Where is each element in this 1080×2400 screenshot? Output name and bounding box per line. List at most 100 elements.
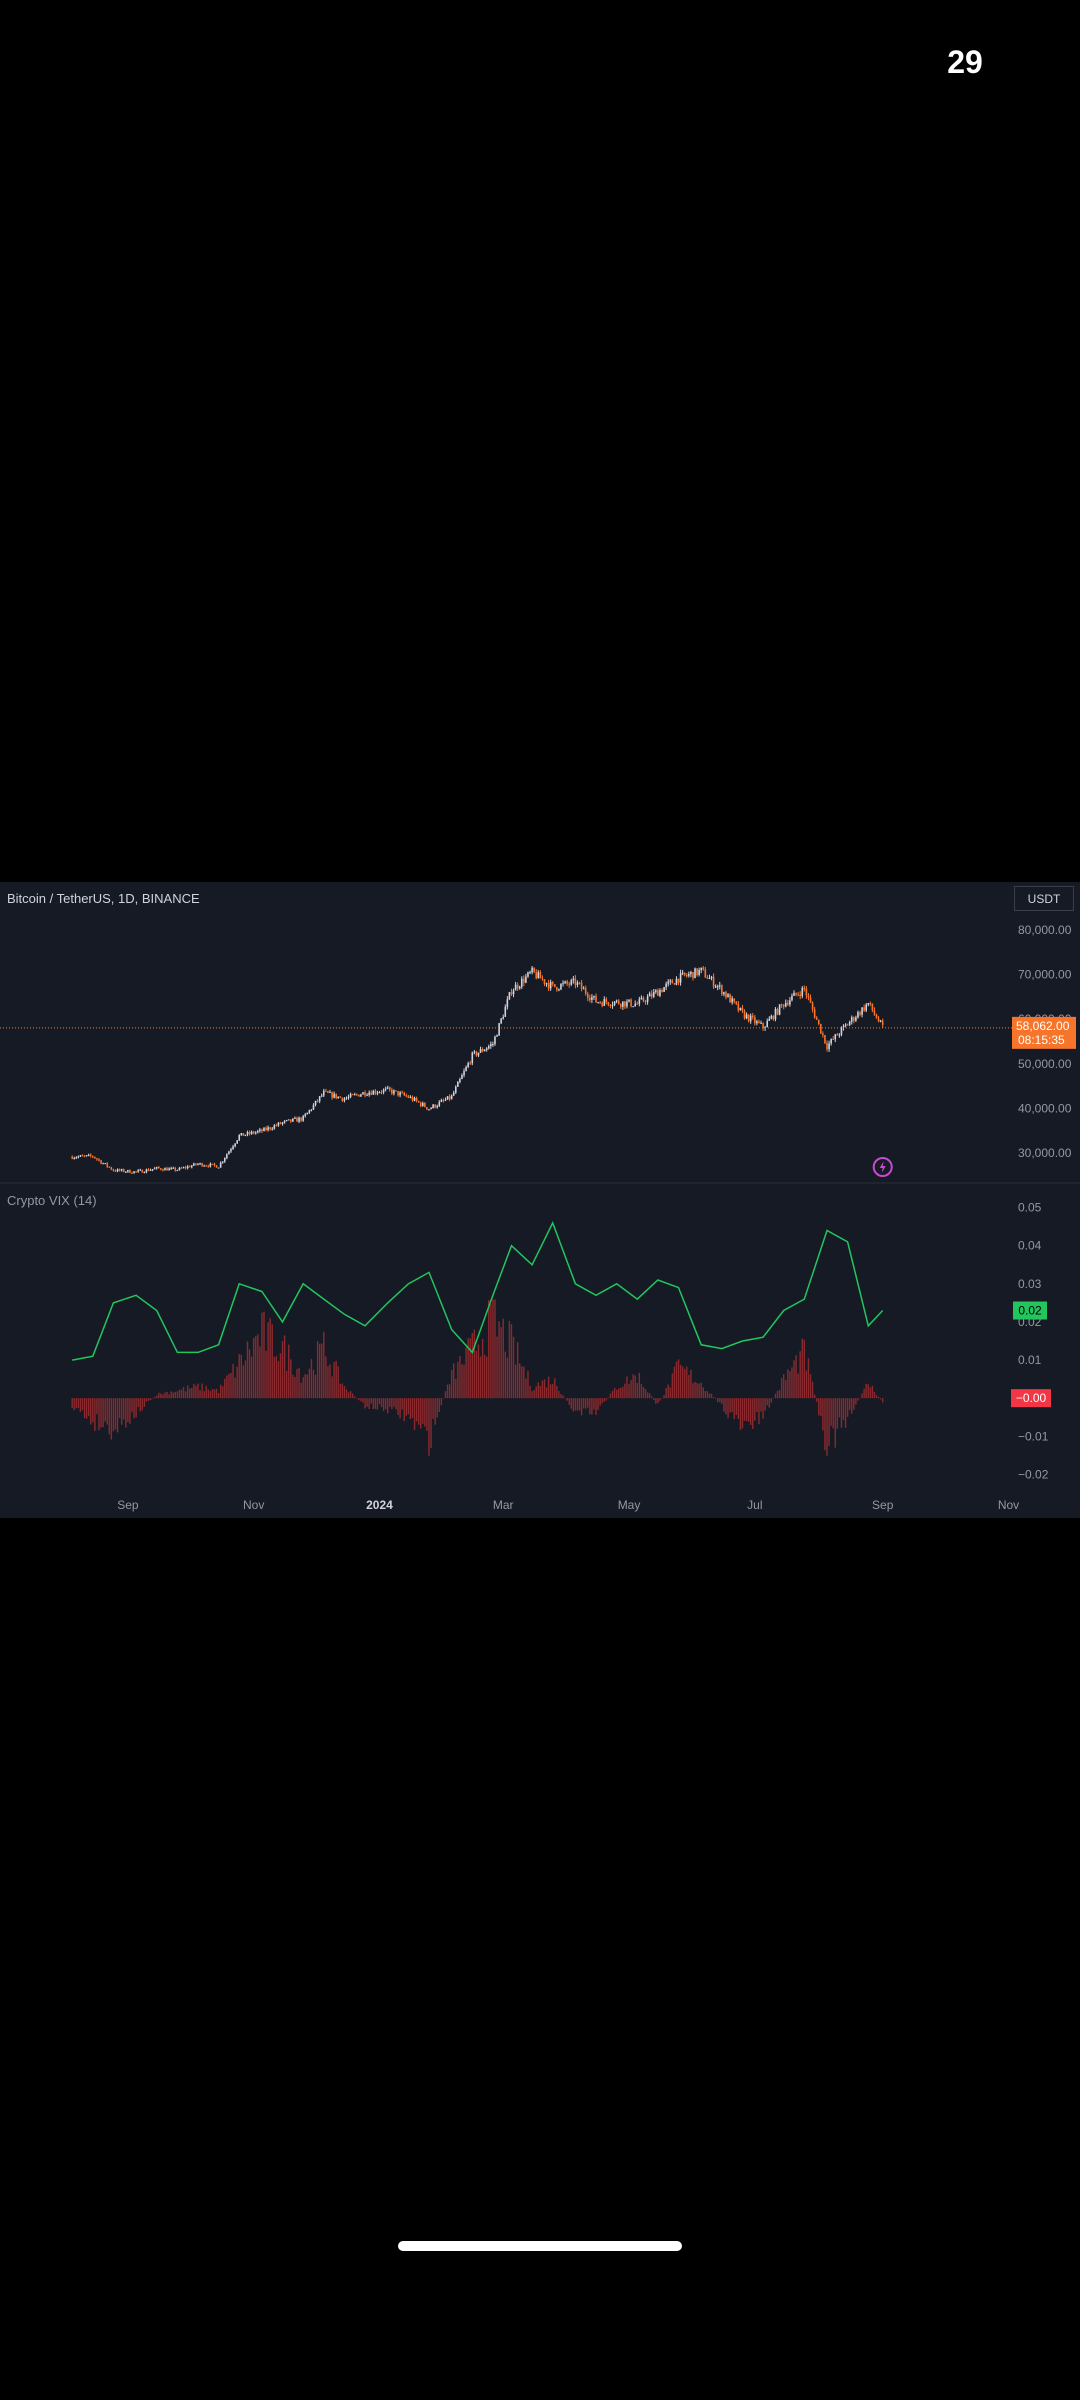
- histogram-bar: [341, 1383, 344, 1399]
- candle-body: [799, 994, 802, 997]
- currency-button[interactable]: USDT: [1014, 886, 1074, 911]
- candle-body: [593, 995, 595, 998]
- candle-body: [702, 967, 705, 970]
- candle-body: [512, 990, 515, 995]
- histogram-bar: [184, 1391, 187, 1399]
- candle-body: [669, 980, 672, 982]
- histogram-bar: [799, 1351, 801, 1399]
- histogram-bar: [158, 1392, 160, 1399]
- histogram-bar: [873, 1391, 876, 1399]
- histogram-bar: [108, 1398, 111, 1435]
- candle-body: [523, 978, 525, 983]
- candle-body: [147, 1169, 150, 1171]
- histogram-bar: [692, 1383, 694, 1399]
- histogram-bar: [556, 1385, 558, 1399]
- candle-body: [537, 972, 540, 979]
- candle-body: [729, 994, 731, 1003]
- histogram-bar: [785, 1380, 787, 1399]
- candle-body: [349, 1094, 352, 1097]
- histogram-bar: [438, 1398, 440, 1412]
- histogram-bar: [758, 1398, 760, 1425]
- candle-body: [762, 1022, 764, 1029]
- histogram-bar: [271, 1324, 273, 1399]
- candle-body: [642, 997, 645, 1002]
- candle-body: [617, 1000, 620, 1005]
- histogram-bar: [795, 1355, 797, 1399]
- histogram-bar: [372, 1398, 374, 1409]
- home-indicator[interactable]: [398, 2241, 682, 2251]
- histogram-bar: [444, 1391, 447, 1399]
- histogram-bar: [706, 1391, 709, 1399]
- histogram-bar: [483, 1354, 486, 1399]
- histogram-bar: [389, 1398, 391, 1407]
- candle-body: [205, 1165, 208, 1167]
- histogram-bar: [265, 1350, 267, 1399]
- candle-body: [240, 1133, 243, 1136]
- histogram-bar: [467, 1338, 469, 1399]
- candle-body: [873, 1010, 876, 1015]
- histogram-bar: [756, 1398, 758, 1412]
- candle-body: [384, 1088, 387, 1090]
- candle-body: [595, 995, 597, 1003]
- histogram-bar: [642, 1386, 645, 1399]
- histogram-bar: [875, 1395, 878, 1399]
- candle-body: [817, 1019, 820, 1024]
- histogram-bar: [339, 1383, 341, 1399]
- histogram-bar: [321, 1343, 323, 1399]
- candle-body: [135, 1171, 137, 1173]
- histogram-bar: [731, 1398, 733, 1413]
- candle-body: [553, 983, 556, 987]
- chart-canvas[interactable]: 80,000.0070,000.0060,000.0050,000.0040,0…: [0, 882, 1080, 1518]
- histogram-bar: [335, 1360, 337, 1399]
- histogram-bar: [411, 1398, 414, 1418]
- histogram-bar: [178, 1389, 181, 1399]
- histogram-bar: [877, 1396, 880, 1399]
- histogram-bar: [455, 1378, 457, 1399]
- candle-body: [89, 1154, 92, 1157]
- candle-body: [791, 995, 793, 1001]
- lightning-glyph: [879, 1161, 886, 1173]
- histogram-bar: [568, 1398, 570, 1405]
- histogram-bar: [774, 1393, 777, 1399]
- histogram-bar: [510, 1324, 513, 1399]
- candle-body: [434, 1104, 436, 1108]
- candle-body: [467, 1063, 469, 1067]
- histogram-bar: [75, 1398, 78, 1409]
- candle-body: [584, 988, 587, 994]
- candle-body: [252, 1131, 255, 1134]
- candle-body: [853, 1017, 855, 1021]
- histogram-bar: [853, 1398, 855, 1410]
- time-axis-tick: Nov: [243, 1498, 264, 1512]
- histogram-bar: [578, 1398, 581, 1411]
- histogram-bar: [434, 1398, 436, 1425]
- histogram-bar: [684, 1368, 686, 1399]
- histogram-bar: [182, 1387, 185, 1399]
- candle-body: [322, 1090, 325, 1096]
- candle-body: [310, 1109, 313, 1111]
- candle-body: [337, 1096, 340, 1099]
- candle-body: [712, 976, 715, 987]
- candle-body: [813, 1009, 816, 1018]
- histogram-bar: [809, 1374, 812, 1399]
- tradingview-chart[interactable]: 80,000.0070,000.0060,000.0050,000.0040,0…: [0, 882, 1080, 1518]
- histogram-bar: [686, 1366, 688, 1399]
- candle-body: [560, 984, 562, 990]
- histogram-bar: [248, 1349, 251, 1399]
- histogram-bar: [611, 1390, 614, 1399]
- indicator-title[interactable]: Crypto VIX (14): [7, 1193, 97, 1208]
- histogram-bar: [801, 1338, 803, 1399]
- histogram-bar: [620, 1387, 622, 1399]
- histogram-bar: [665, 1388, 667, 1399]
- candle-body: [572, 978, 575, 981]
- histogram-bar: [572, 1398, 575, 1412]
- candle-body: [259, 1129, 261, 1131]
- histogram-bar: [523, 1366, 525, 1399]
- candle-body: [327, 1091, 329, 1093]
- candle-body: [448, 1096, 451, 1100]
- histogram-bar: [325, 1356, 327, 1399]
- histogram-bar: [242, 1365, 245, 1399]
- histogram-bar: [224, 1378, 226, 1399]
- candle-body: [440, 1100, 443, 1102]
- histogram-bar: [362, 1398, 364, 1403]
- candle-body: [780, 1004, 783, 1006]
